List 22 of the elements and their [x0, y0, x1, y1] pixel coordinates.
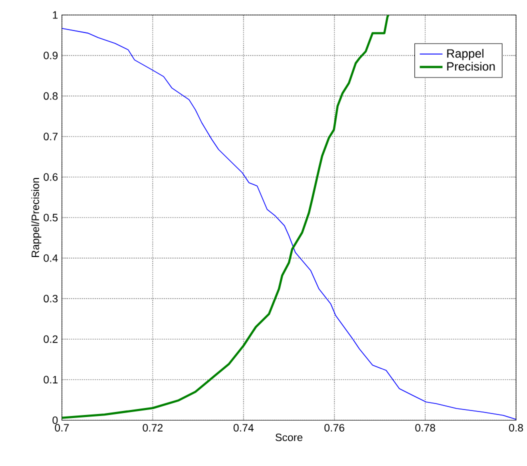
x-tick-label: 0.78: [415, 424, 436, 432]
x-tick-label: 0.72: [142, 424, 163, 432]
y-tick-label: 0.3: [44, 294, 58, 302]
x-axis-title: Score: [276, 434, 302, 442]
line-series: [62, 14, 390, 419]
x-tick-label: 0.8: [509, 424, 523, 432]
y-tick-label: 0.1: [44, 376, 58, 384]
y-axis-title: Rappel/Precision: [31, 178, 42, 257]
y-tick-label: 0.6: [44, 173, 58, 181]
y-tick-label: 0.7: [44, 132, 58, 140]
legend-label: Precision: [447, 62, 495, 71]
x-tick-label: 0.76: [324, 424, 344, 432]
legend-label: Rappel: [447, 48, 484, 60]
x-tick-label: 0.74: [234, 424, 254, 432]
line-series: [62, 28, 516, 420]
y-tick-label: 1: [52, 11, 58, 19]
y-tick-label: 0.4: [44, 254, 58, 262]
y-tick-label: 0.9: [44, 52, 58, 60]
y-tick-label: 0.5: [44, 214, 58, 222]
y-tick-label: 0.8: [44, 92, 58, 100]
y-tick-label: 0: [52, 416, 58, 424]
y-tick-label: 0.2: [44, 335, 58, 343]
